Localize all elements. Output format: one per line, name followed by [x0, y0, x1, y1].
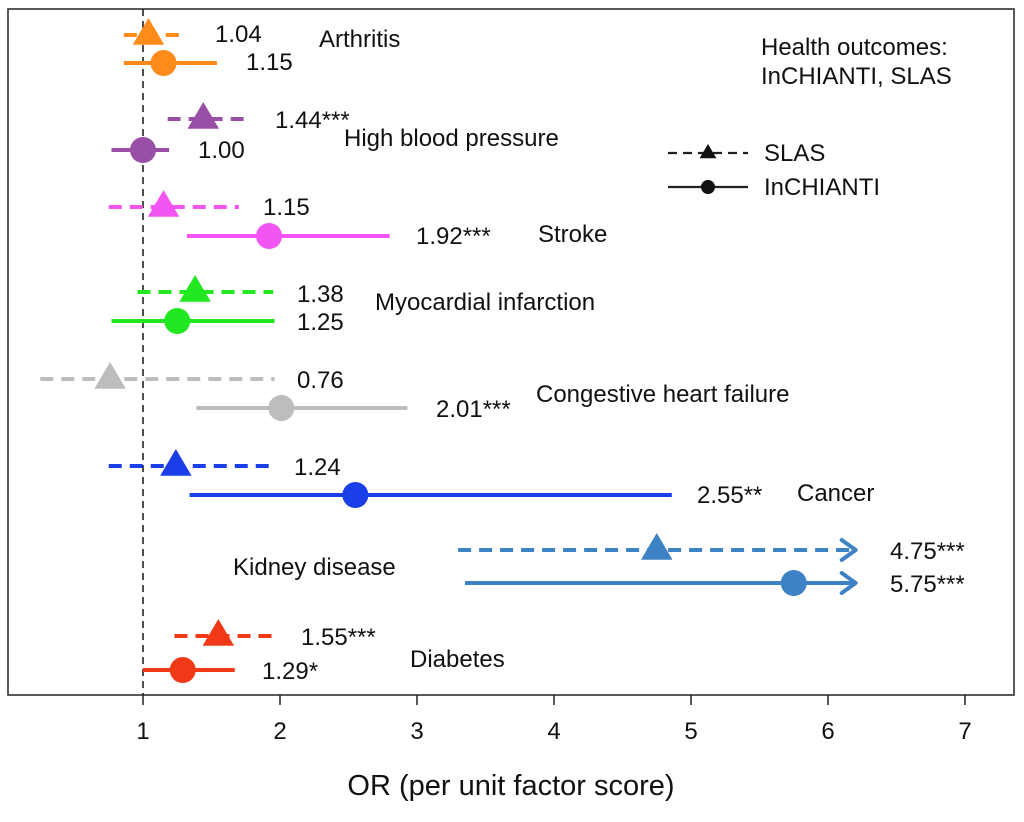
x-tick-label: 6	[821, 718, 834, 745]
slas-point	[94, 362, 126, 389]
outcome-arthritis: 1.041.15 Arthritis	[123, 18, 400, 76]
slas-value-label: 0.76	[297, 367, 344, 394]
inchianti-point	[268, 395, 295, 421]
outcome-label: Kidney disease	[233, 554, 396, 581]
outcome-label: Congestive heart failure	[536, 381, 789, 408]
inchianti-value-label: 1.92***	[416, 223, 491, 250]
inchianti-value-label: 1.25	[297, 309, 344, 336]
outcome-kidney-disease: 4.75*** 5.75*** Kidney disease	[233, 533, 965, 598]
inchianti-value-label: 1.15	[246, 49, 293, 76]
slas-point	[147, 190, 180, 217]
legend-label: InCHIANTI	[764, 174, 880, 201]
legend-circle-icon	[701, 180, 715, 194]
slas-value-label: 4.75***	[890, 538, 965, 565]
slas-value-label: 1.38	[297, 281, 344, 308]
x-axis: 1 2 3 4 5 6 7	[136, 695, 972, 745]
slas-point	[132, 18, 165, 45]
outcome-label: Stroke	[538, 221, 607, 248]
legend-item-inchianti: InCHIANTI	[668, 174, 880, 201]
slas-arrow-icon	[839, 538, 858, 562]
inchianti-point	[150, 50, 177, 76]
legend-title-line: InCHIANTI, SLAS	[761, 63, 952, 90]
x-tick-label: 4	[547, 718, 560, 745]
inchianti-value-label: 1.00	[198, 137, 245, 164]
slas-value-label: 1.15	[263, 194, 310, 221]
outcome-cancer: 1.24 2.55** Cancer	[108, 449, 874, 509]
inchianti-point	[169, 657, 196, 683]
inchianti-value-label: 2.01***	[436, 396, 511, 423]
slas-point	[179, 275, 211, 302]
outcome-label: Myocardial infarction	[375, 289, 595, 316]
x-tick-label: 1	[136, 718, 149, 745]
slas-value-label: 1.44***	[275, 107, 350, 134]
slas-point	[641, 533, 673, 560]
outcome-high-blood-pressure: 1.44*** 1.00 High blood pressure	[111, 102, 559, 164]
inchianti-value-label: 1.29*	[262, 658, 318, 685]
inchianti-point	[256, 223, 283, 249]
slas-value-label: 1.24	[294, 454, 341, 481]
outcome-congestive-heart-failure: 0.76 2.01*** Congestive heart failure	[40, 362, 789, 423]
inchianti-point	[130, 137, 156, 163]
x-tick-label: 3	[410, 718, 423, 745]
inchianti-value-label: 2.55**	[697, 482, 762, 509]
legend-title-line: Health outcomes:	[761, 34, 948, 61]
x-axis-label: OR (per unit factor score)	[347, 770, 674, 802]
slas-point	[202, 619, 235, 646]
outcome-myocardial-infarction: 1.381.25 Myocardial infarction	[111, 275, 595, 336]
outcome-label: Diabetes	[410, 646, 505, 673]
slas-value-label: 1.04	[215, 21, 262, 48]
outcome-label: Cancer	[797, 480, 874, 507]
inchianti-point	[164, 308, 191, 334]
outcome-stroke: 1.15 1.92*** Stroke	[108, 190, 607, 250]
outcome-diabetes: 1.55*** 1.29* Diabetes	[143, 619, 505, 685]
x-tick-label: 5	[684, 718, 697, 745]
inchianti-point	[342, 482, 369, 508]
x-tick-label: 7	[958, 718, 971, 745]
inchianti-arrow-icon	[839, 571, 858, 595]
outcome-label: Arthritis	[319, 26, 400, 53]
legend: Health outcomes:InCHIANTI, SLAS SLAS InCHI…	[668, 34, 952, 201]
legend-item-slas: SLAS	[668, 140, 825, 167]
outcome-label: High blood pressure	[344, 125, 559, 152]
slas-point	[160, 449, 192, 476]
legend-label: SLAS	[764, 140, 825, 167]
slas-value-label: 1.55***	[301, 624, 376, 651]
x-tick-label: 2	[273, 718, 286, 745]
inchianti-value-label: 5.75***	[890, 571, 965, 598]
plot-frame	[7, 8, 1015, 696]
legend-triangle-icon	[699, 144, 717, 159]
inchianti-point	[780, 570, 807, 596]
slas-point	[187, 102, 220, 129]
